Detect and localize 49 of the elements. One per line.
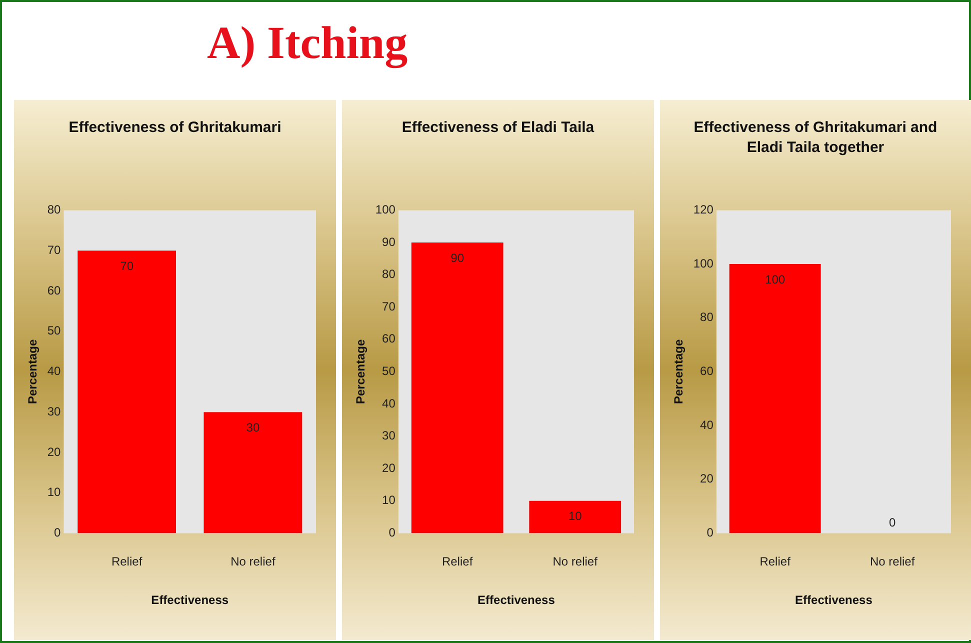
y-tick-label: 0 bbox=[388, 526, 396, 540]
data-label: 100 bbox=[765, 272, 786, 286]
y-tick-label: 90 bbox=[382, 234, 396, 249]
y-tick-label: 40 bbox=[382, 396, 396, 410]
data-label: 0 bbox=[889, 516, 896, 530]
y-tick-label: 30 bbox=[47, 404, 62, 418]
y-tick-label: 10 bbox=[47, 485, 62, 500]
text: A) Itching bbox=[207, 16, 408, 69]
x-tick-label: No relief bbox=[230, 554, 276, 569]
data-label: 70 bbox=[120, 258, 134, 273]
y-tick-label: 70 bbox=[382, 299, 396, 314]
data-label: 90 bbox=[450, 250, 464, 265]
y-tick-label: 40 bbox=[47, 364, 62, 378]
chart-title: Effectiveness of Ghritakumari bbox=[68, 118, 282, 138]
y-tick-label: 40 bbox=[700, 418, 714, 432]
chart-title: Effectiveness of Ghritakumari and Eladi Taila together bbox=[692, 118, 938, 158]
x-axis-title: Effectiveness bbox=[478, 593, 556, 608]
y-tick-label: 100 bbox=[375, 202, 396, 217]
y-tick-label: 30 bbox=[382, 428, 396, 443]
y-tick-label: 70 bbox=[47, 242, 62, 257]
y-tick-label: 20 bbox=[700, 472, 714, 486]
x-axis-title: Effectiveness bbox=[795, 593, 873, 608]
data-label: 30 bbox=[246, 420, 260, 434]
x-tick-label: No relief bbox=[870, 554, 916, 569]
y-tick-label: 20 bbox=[47, 444, 62, 459]
y-tick-label: 20 bbox=[382, 460, 396, 475]
y-axis-title: Percentage bbox=[26, 339, 40, 404]
y-tick-label: 100 bbox=[693, 256, 714, 270]
y-tick-label: 60 bbox=[700, 364, 714, 378]
y-tick-label: 80 bbox=[700, 310, 714, 324]
y-axis-title: Percentage bbox=[354, 339, 368, 404]
x-tick-label: Relief bbox=[442, 554, 474, 569]
x-tick-label: Relief bbox=[760, 554, 792, 569]
y-tick-label: 50 bbox=[382, 364, 396, 378]
y-tick-label: 0 bbox=[706, 526, 714, 540]
x-tick-label: Relief bbox=[111, 554, 143, 569]
y-tick-label: 120 bbox=[693, 202, 714, 217]
y-tick-label: 60 bbox=[47, 283, 62, 298]
y-tick-label: 0 bbox=[54, 526, 62, 540]
y-axis-title: Percentage bbox=[672, 339, 686, 404]
y-tick-label: 50 bbox=[47, 324, 62, 338]
y-tick-label: 10 bbox=[382, 493, 396, 508]
x-axis-title: Effectiveness bbox=[151, 593, 229, 608]
y-tick-label: 80 bbox=[382, 267, 396, 282]
data-label: 10 bbox=[568, 509, 582, 524]
x-tick-label: No relief bbox=[552, 554, 598, 569]
y-tick-label: 60 bbox=[382, 332, 396, 346]
y-tick-label: 80 bbox=[47, 202, 62, 217]
chart-title: Effectiveness of Eladi Taila bbox=[400, 118, 596, 138]
